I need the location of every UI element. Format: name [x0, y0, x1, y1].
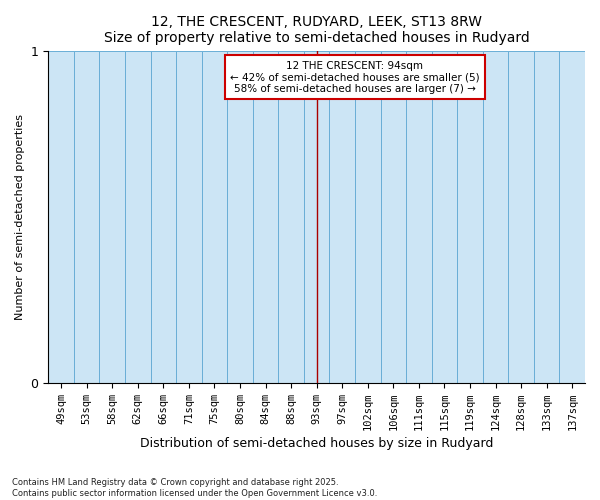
- Bar: [559, 50, 585, 383]
- Bar: [304, 50, 329, 383]
- Bar: [508, 50, 534, 383]
- Bar: [329, 50, 355, 383]
- Bar: [380, 50, 406, 383]
- Bar: [125, 50, 151, 383]
- X-axis label: Distribution of semi-detached houses by size in Rudyard: Distribution of semi-detached houses by …: [140, 437, 493, 450]
- Bar: [534, 50, 559, 383]
- Bar: [151, 50, 176, 383]
- Bar: [74, 50, 100, 383]
- Bar: [176, 50, 202, 383]
- Bar: [202, 50, 227, 383]
- Bar: [100, 50, 125, 383]
- Bar: [48, 50, 74, 383]
- Y-axis label: Number of semi-detached properties: Number of semi-detached properties: [15, 114, 25, 320]
- Bar: [355, 50, 380, 383]
- Bar: [483, 50, 508, 383]
- Bar: [431, 50, 457, 383]
- Title: 12, THE CRESCENT, RUDYARD, LEEK, ST13 8RW
Size of property relative to semi-deta: 12, THE CRESCENT, RUDYARD, LEEK, ST13 8R…: [104, 15, 530, 45]
- Bar: [278, 50, 304, 383]
- Text: Contains HM Land Registry data © Crown copyright and database right 2025.
Contai: Contains HM Land Registry data © Crown c…: [12, 478, 377, 498]
- Text: 12 THE CRESCENT: 94sqm
← 42% of semi-detached houses are smaller (5)
58% of semi: 12 THE CRESCENT: 94sqm ← 42% of semi-det…: [230, 60, 480, 94]
- Bar: [457, 50, 483, 383]
- Bar: [406, 50, 431, 383]
- Bar: [253, 50, 278, 383]
- Bar: [227, 50, 253, 383]
